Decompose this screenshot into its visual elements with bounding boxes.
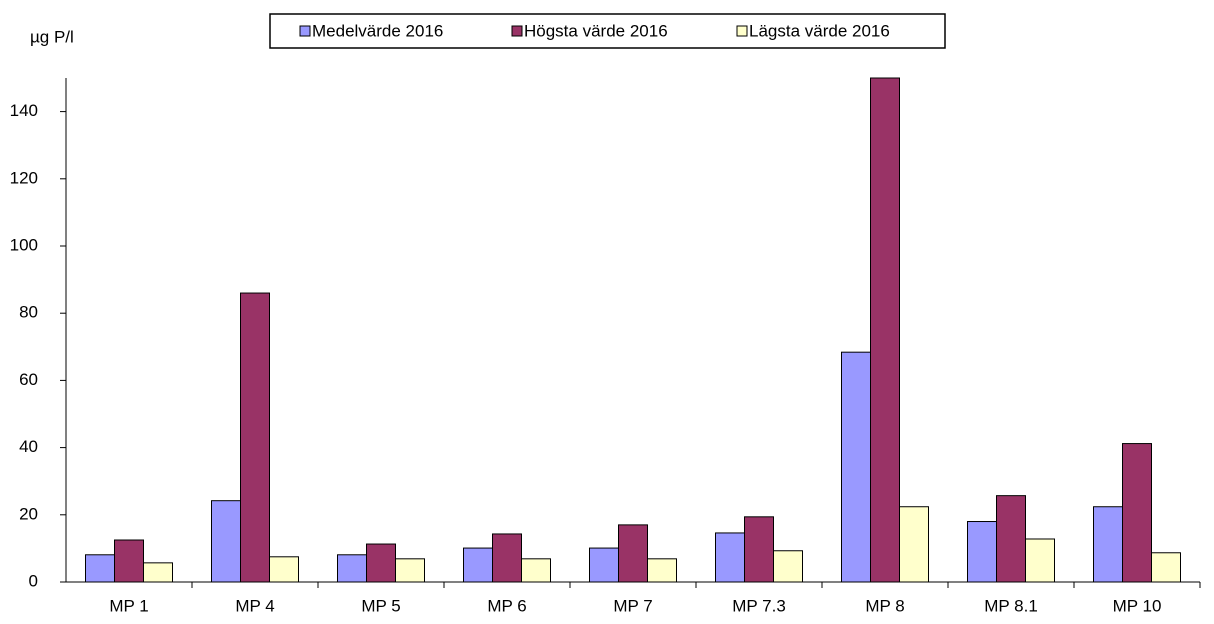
y-tick-label: 140 — [10, 101, 38, 120]
bar — [1122, 443, 1152, 583]
bar — [996, 495, 1026, 583]
legend-swatch — [511, 25, 523, 37]
bar — [1151, 552, 1181, 583]
y-tick-label: 80 — [19, 303, 38, 322]
bar — [1093, 506, 1123, 583]
legend-label: Lägsta värde 2016 — [749, 21, 890, 40]
legend-box — [269, 13, 946, 49]
bar — [143, 562, 173, 583]
y-tick-label: 120 — [10, 168, 38, 187]
x-tick-label: MP 5 — [361, 596, 400, 615]
x-tick-label: MP 8.1 — [984, 596, 1038, 615]
bar — [1025, 538, 1055, 583]
legend-label: Medelvärde 2016 — [312, 21, 443, 40]
bar — [899, 506, 929, 583]
bar — [114, 539, 144, 583]
y-tick-label: 60 — [19, 370, 38, 389]
x-tick-label: MP 10 — [1113, 596, 1162, 615]
x-tick-label: MP 8 — [865, 596, 904, 615]
bar — [870, 77, 900, 583]
bar — [463, 547, 493, 583]
y-tick-label: 40 — [19, 437, 38, 456]
bar — [85, 554, 115, 583]
bar — [967, 521, 997, 583]
bar — [618, 524, 648, 583]
bar — [841, 351, 871, 583]
legend-swatch — [299, 25, 311, 37]
bar — [715, 532, 745, 583]
bar — [773, 550, 803, 583]
bar — [366, 543, 396, 583]
x-tick-label: MP 6 — [487, 596, 526, 615]
x-tick-label: MP 4 — [235, 596, 274, 615]
y-tick-label: 0 — [29, 571, 38, 590]
legend-swatch — [736, 25, 748, 37]
legend-label: Högsta värde 2016 — [524, 21, 668, 40]
bar — [744, 516, 774, 583]
bar — [269, 556, 299, 583]
bar — [492, 533, 522, 583]
bar — [395, 558, 425, 583]
bar — [337, 554, 367, 583]
x-tick-label: MP 1 — [109, 596, 148, 615]
y-axis-label: µg P/l — [30, 27, 74, 46]
y-tick-label: 20 — [19, 504, 38, 523]
bar — [647, 558, 677, 583]
bar — [521, 558, 551, 583]
bar — [211, 500, 241, 583]
x-tick-label: MP 7.3 — [732, 596, 786, 615]
bar — [240, 292, 270, 583]
x-tick-label: MP 7 — [613, 596, 652, 615]
bar — [589, 547, 619, 583]
y-tick-label: 100 — [10, 235, 38, 254]
